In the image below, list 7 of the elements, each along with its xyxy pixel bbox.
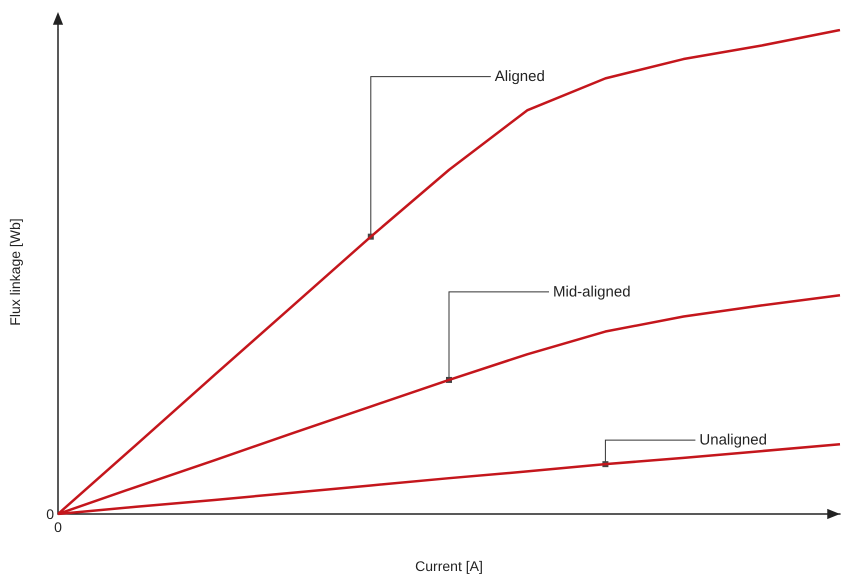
text: 0: [46, 506, 54, 522]
x-axis-title: Current [A]: [415, 558, 483, 574]
text: 0: [54, 519, 62, 535]
series-label: Unaligned: [699, 432, 767, 449]
y-axis-title: Flux linkage [Wb]: [7, 218, 23, 326]
series-label: Mid-aligned: [553, 283, 631, 300]
series-label: Aligned: [494, 68, 545, 86]
